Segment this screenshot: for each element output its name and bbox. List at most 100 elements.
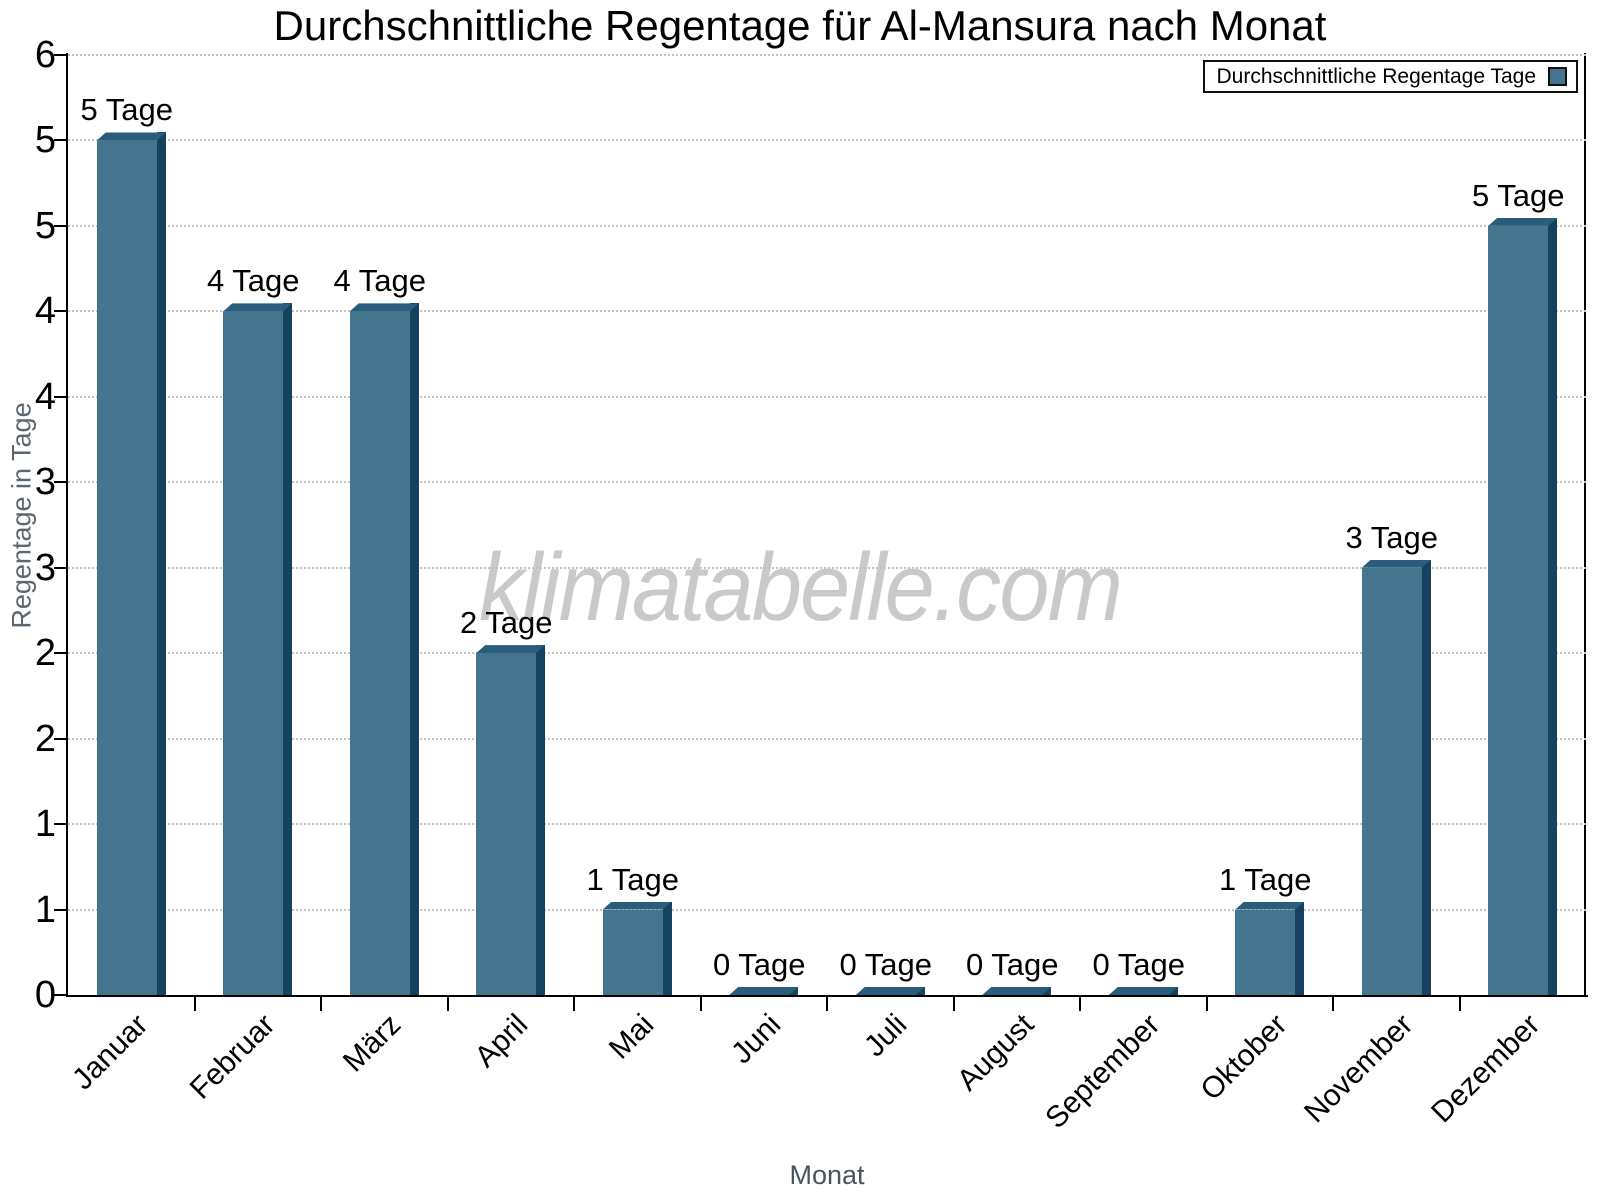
bar-value-label: 4 Tage [333,263,426,299]
x-axis-tick [446,997,449,1011]
x-axis-tick [826,997,828,1011]
x-axis-tick [1458,997,1461,1011]
bar-september [1108,987,1178,995]
y-tick-label: 5 [34,119,56,162]
bar-value-label: 5 Tage [80,92,173,128]
bar-value-label: 0 Tage [1092,947,1185,982]
bar-front-face [223,311,284,995]
bar-juni [729,987,799,995]
gridline [68,139,1586,142]
chart-title: Durchschnittliche Regentage für Al-Mansu… [273,2,1327,49]
bar-value-label: 0 Tage [965,947,1059,982]
y-axis-tick [54,395,68,398]
gridline [68,395,1586,398]
y-axis-tick [54,823,68,826]
legend-label: Durchschnittliche Regentage Tage [1216,64,1536,88]
bar-oktober [1235,901,1305,995]
bar-value-label: 0 Tage [712,947,806,982]
bar-april [476,645,546,995]
bar-value-label: 1 Tage [1218,861,1312,897]
x-axis-line [66,995,1588,997]
bar-dezember [1488,217,1558,995]
y-axis-tick [54,908,68,911]
bar-value-label: 2 Tage [459,605,553,641]
bar-top-face [96,132,166,141]
bar-side-face [1421,559,1431,995]
y-tick-label: 3 [34,546,56,589]
y-tick-label: 5 [34,204,56,247]
y-tick-label: 2 [34,717,56,760]
gridline [68,481,1586,484]
x-axis-tick [952,997,955,1011]
gridline [68,310,1586,313]
bar-juli [855,987,925,995]
bar-front-face [476,653,537,995]
bar-side-face [536,645,546,995]
bar-side-face [283,303,293,995]
bar-top-face [982,987,1052,995]
watermark: klimatabelle.com [479,534,1123,641]
gridline [68,54,1586,56]
bar-top-face [476,645,546,654]
y-axis-tick [54,737,68,740]
bar-side-face [1295,901,1305,995]
bar-front-face [602,909,663,995]
bar-top-face [223,303,293,312]
bar-value-label: 1 Tage [586,861,679,897]
bar-side-face [662,901,672,995]
bar-front-face [96,140,157,995]
bar-august [982,987,1052,995]
y-axis-tick [54,481,68,484]
y-axis-tick [54,310,68,313]
y-tick-label: 2 [34,632,56,675]
x-axis-title: Monat [789,1160,865,1190]
bar-value-label: 3 Tage [1345,519,1438,555]
bar-top-face [1361,559,1431,568]
bar-januar [96,132,166,995]
y-tick-label: 1 [34,803,56,846]
bar-value-label: 4 Tage [206,263,300,299]
bar-top-face [855,987,925,995]
bar-top-face [349,303,419,312]
x-axis-tick [320,997,322,1011]
y-axis-line [66,53,68,997]
y-axis-tick [54,224,68,227]
bar-top-face [1488,217,1558,226]
bar-value-label: 5 Tage [1471,177,1565,213]
bar-front-face [1488,225,1549,995]
bar-side-face [1548,217,1558,995]
y-tick-label: 1 [34,888,56,931]
bar-value-label: 0 Tage [839,947,932,982]
bar-märz [349,303,419,995]
x-axis-tick [699,997,702,1011]
bar-top-face [1235,901,1305,910]
bar-front-face [1361,567,1422,995]
bar-top-face [729,987,799,995]
y-axis-tick [54,652,68,655]
y-axis-title: Regentage in Tage [6,402,37,629]
y-axis-tick [54,54,68,56]
y-tick-label: 4 [34,290,56,333]
legend: Durchschnittliche Regentage Tage [1203,60,1578,93]
gridline [68,908,1586,911]
gridline [68,224,1586,227]
y-tick-label: 3 [34,461,56,504]
x-axis-tick [1205,997,1208,1011]
y-tick-label: 6 [34,34,56,76]
bar-front-face [349,311,410,995]
bar-mai [602,901,672,995]
x-axis-tick [1079,997,1081,1011]
legend-color-swatch [1548,67,1567,86]
x-axis-tick [573,997,575,1011]
bar-side-face [156,132,166,995]
gridline [68,652,1586,655]
gridline [68,737,1586,740]
y-axis-tick [54,566,68,569]
x-axis-tick [1332,997,1334,1011]
y-tick-label: 0 [34,974,56,1016]
gridline [68,566,1586,569]
bar-front-face [1235,909,1296,995]
y-axis-tick [54,139,68,142]
bar-top-face [602,901,672,910]
